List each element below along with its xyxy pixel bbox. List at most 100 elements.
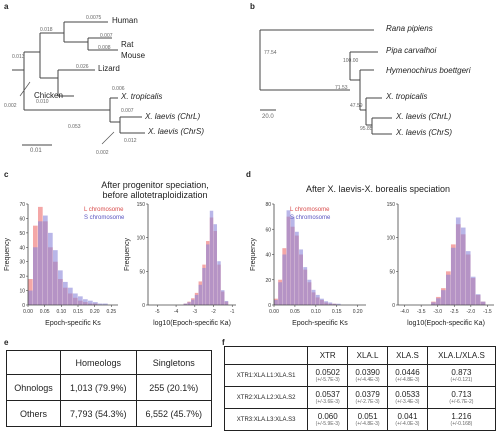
panel-letter-a: a <box>4 2 9 11</box>
y-tick-label: 20 <box>19 274 25 280</box>
x-axis-label: Epoch-specific Ks <box>292 320 348 327</box>
x-tick-label: 0.05 <box>290 309 300 315</box>
table-f-cell: 0.0390 (+/-4.4E-3) <box>347 364 389 387</box>
y-tick-label: 0 <box>22 303 25 309</box>
histogram-bar <box>278 282 283 305</box>
tree-a-taxon-lizard: Lizard <box>98 64 120 73</box>
tree-a-taxon-rat: Rat <box>121 40 134 49</box>
x-tick-label: 0.20 <box>90 309 100 315</box>
table-row: XTR3:XLA.L3:XLA.S3 0.060 (+/-5.9E-3) 0.05… <box>223 408 497 431</box>
histogram-bar <box>446 274 451 305</box>
histogram-bar <box>28 290 33 305</box>
x-tick-label: -3.5 <box>417 309 426 315</box>
x-tick-label: -4 <box>174 309 179 315</box>
histogram-bar <box>221 290 225 305</box>
error: (+/-6.7E-2) <box>449 399 474 405</box>
table-f-cell: 0.060 (+/-5.9E-3) <box>307 408 349 431</box>
tree-a-brlen: 0.007 <box>100 33 113 39</box>
histogram-bar <box>183 303 188 305</box>
table-f-cell: 0.0446 (+/-4.8E-3) <box>387 364 428 387</box>
tree-a-brlen: 0.010 <box>36 99 49 105</box>
table-e-cell: 1,013 (79.9%) <box>60 374 137 401</box>
histogram-bar <box>441 290 446 305</box>
tree-a-taxon-xlaevis-s: X. laevis (ChrS) <box>148 127 205 136</box>
table-f-cell: 0.0537 (+/-3.6E-3) <box>307 386 349 409</box>
y-tick-label: 150 <box>387 202 396 208</box>
table-f-row-label: XTR2:XLA.L2:XLA.S2 <box>223 386 309 409</box>
table-f-cell: 0.051 (+/-4.8E-3) <box>347 408 389 431</box>
x-tick-label: 0.05 <box>40 309 50 315</box>
value: 0.0502 <box>315 368 340 377</box>
histogram-bar <box>68 287 73 305</box>
x-tick-label: 0.00 <box>23 309 33 315</box>
x-tick-label: -3.0 <box>433 309 442 315</box>
x-tick-label: 0.10 <box>56 309 66 315</box>
x-tick-label: -1.5 <box>483 309 492 315</box>
table-f-cell: 0.0533 (+/-3.4E-3) <box>387 386 428 409</box>
histogram-bar <box>332 303 337 305</box>
value: 0.0537 <box>315 390 340 399</box>
x-tick-label: -2 <box>211 309 216 315</box>
histogram-bar <box>78 296 83 305</box>
x-tick-label: -5 <box>155 309 160 315</box>
x-axis-label: Epoch-specific Ks <box>45 320 101 327</box>
branch-pipa <box>349 51 378 80</box>
histogram-bar <box>460 227 466 305</box>
y-tick-label: 20 <box>265 278 271 284</box>
table-f-cell: 0.873 (+/-0.121) <box>426 364 497 387</box>
y-tick-label: 10 <box>19 289 25 295</box>
y-tick-label: 50 <box>389 269 395 275</box>
y-tick-label: 0 <box>392 303 395 309</box>
y-tick-label: 60 <box>19 216 25 222</box>
legend-d: L chromosome S chromosome <box>290 206 330 222</box>
table-f-header-cell: XLA.L <box>347 346 389 365</box>
histogram-bar <box>274 299 278 305</box>
tree-b-taxon-pipa: Pipa carvalhoi <box>386 46 437 55</box>
histogram-bar <box>320 298 324 305</box>
table-e: Homeologs Singletons Ohnologs 1,013 (79.… <box>5 350 213 427</box>
error: (+/-0.168) <box>450 421 473 427</box>
value: 0.0446 <box>395 368 420 377</box>
histogram-bar <box>328 302 333 305</box>
histogram-bar <box>53 250 58 305</box>
histogram-bar <box>209 210 214 305</box>
histogram-bar <box>198 284 202 305</box>
histogram-bar <box>98 303 103 305</box>
table-f-header-cell: XTR <box>307 346 349 365</box>
histogram-bar <box>324 301 329 305</box>
value: 0.060 <box>317 412 338 421</box>
tree-a-brlen: 0.0075 <box>86 15 102 21</box>
histogram-bar <box>63 281 68 305</box>
y-tick-label: 100 <box>387 236 396 242</box>
error: (+/-4.0E-3) <box>395 421 420 427</box>
x-tick-label: -4.0 <box>400 309 409 315</box>
value: 0.873 <box>451 368 472 377</box>
y-tick-label: 100 <box>137 236 146 242</box>
panel-c-title-line1: After progenitor speciation, <box>101 180 209 190</box>
x-tick-label: 0.15 <box>332 309 342 315</box>
error: (+/-3.4E-3) <box>395 399 420 405</box>
tree-a-taxon-chicken: Chicken <box>34 91 63 100</box>
table-e-cell: Others <box>5 400 62 427</box>
value: 0.0379 <box>355 390 380 399</box>
y-axis-label: Frequency <box>250 237 257 271</box>
tree-b-support: 71.53 <box>335 85 348 91</box>
histogram-bar <box>455 217 461 305</box>
panel-letter-f: f <box>222 338 225 347</box>
tree-a-brlen: 0.008 <box>98 45 111 51</box>
error: (+/-5.7E-3) <box>315 377 340 383</box>
x-axis-label: log10(Epoch-specific Ka) <box>153 320 231 327</box>
chart-d-ks-histogram: 0 20 40 60 80 0.00 0.05 0.10 0.15 0.20 Epoch-speci… <box>250 202 366 327</box>
panel-c-title: After progenitor speciation, before allo… <box>60 180 250 200</box>
histogram-bar <box>286 210 291 305</box>
table-f-row-label: XTR3:XLA.L3:XLA.S3 <box>223 408 309 431</box>
tree-b-taxon-xlaevis-s: X. laevis (ChrS) <box>396 128 453 137</box>
tree-b-taxon-xtrop: X. tropicalis <box>386 92 428 101</box>
tree-a-taxon-mouse: Mouse <box>121 51 146 60</box>
tree-b-support: 95.85 <box>360 126 373 132</box>
y-tick-label: 50 <box>19 231 25 237</box>
histogram-bar <box>38 221 43 305</box>
branch-rana <box>259 29 374 60</box>
y-tick-label: 50 <box>139 269 145 275</box>
y-tick-label: 40 <box>265 253 271 259</box>
